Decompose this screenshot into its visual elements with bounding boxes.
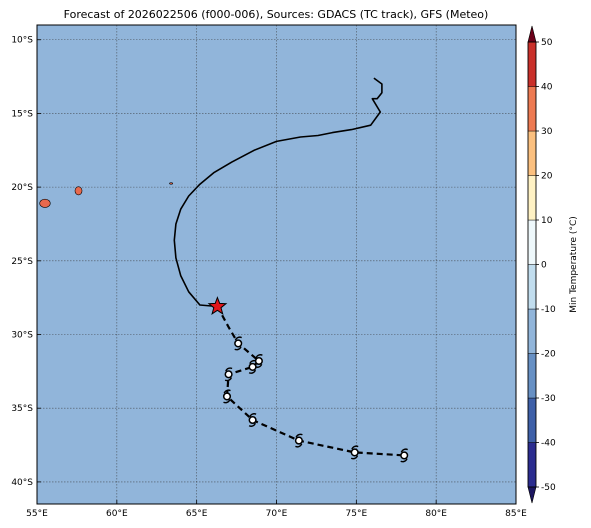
cyclone-arm	[248, 369, 257, 374]
island-reunion	[39, 198, 51, 208]
cyclone-arm	[295, 433, 303, 438]
cyclone-eye	[294, 436, 303, 445]
cyclone-arm	[248, 422, 257, 427]
cyclone-icon	[294, 433, 303, 448]
cyclone-icon	[248, 413, 257, 427]
current-position-star-icon	[207, 296, 228, 315]
lat-tick-label: 20°S	[11, 183, 33, 193]
cyclone-eye	[254, 356, 263, 366]
cyclone-eye	[222, 392, 232, 401]
lon-tick-label: 65°E	[186, 509, 208, 519]
cyclone-arm	[224, 377, 233, 382]
cyclone-icon	[234, 336, 243, 351]
lon-tick-label: 85°E	[505, 509, 527, 519]
island-mauritius	[74, 186, 83, 196]
lon-tick-label: 75°E	[346, 509, 368, 519]
figure-title: Forecast of 2026022506 (f000-006), Sourc…	[64, 8, 489, 21]
lon-tick-label: 70°E	[266, 509, 288, 519]
island-rodrigues	[169, 182, 174, 185]
lat-tick-label: 40°S	[11, 478, 33, 488]
latitude-axis: 10°S 15°S 20°S 25°S 30°S 35°S 40°S	[11, 36, 41, 488]
cyclone-arm	[255, 354, 263, 359]
cyclone-arm	[351, 445, 359, 450]
cyclone-icon	[350, 445, 359, 460]
lon-tick-label: 60°E	[106, 509, 128, 519]
lat-tick-label: 30°S	[11, 331, 33, 341]
cyclone-arm	[225, 367, 233, 372]
cyclone-eye	[400, 451, 409, 460]
lat-tick-label: 10°S	[11, 36, 33, 46]
lon-tick-label: 55°E	[26, 509, 48, 519]
cyclone-arm	[234, 336, 242, 341]
current-position-layer	[207, 296, 228, 315]
cyclone-symbols-layer	[222, 336, 409, 463]
cyclone-eye	[248, 415, 257, 425]
lat-tick-label: 15°S	[11, 109, 33, 119]
cyclone-eye	[224, 370, 233, 379]
islands-layer	[39, 182, 174, 208]
cyclone-arm	[249, 359, 257, 365]
cyclone-arm	[234, 346, 242, 351]
cyclone-eye	[248, 362, 257, 371]
cyclone-icon	[224, 367, 233, 382]
lat-tick-label: 25°S	[11, 257, 33, 267]
past-track-layer	[173, 77, 383, 308]
cyclone-arm	[350, 455, 359, 460]
cyclone-arm	[223, 399, 231, 404]
cyclone-eye	[234, 339, 243, 348]
longitude-axis: 55°E 60°E 65°E 70°E 75°E 80°E 85°E	[26, 500, 527, 519]
ocean-background	[37, 25, 516, 504]
cyclone-arm	[400, 458, 408, 463]
cyclone-arm	[295, 443, 303, 448]
cyclone-eye	[350, 448, 359, 457]
cyclone-arm	[249, 413, 257, 418]
cyclone-arm	[400, 448, 408, 453]
lat-tick-label: 35°S	[11, 404, 33, 414]
cyclone-icon	[400, 448, 409, 463]
lon-tick-label: 80°E	[425, 509, 447, 519]
cyclone-icon	[248, 359, 257, 374]
past-track-line	[173, 77, 383, 308]
cyclone-arm	[223, 389, 231, 394]
cyclone-icon	[222, 389, 232, 404]
